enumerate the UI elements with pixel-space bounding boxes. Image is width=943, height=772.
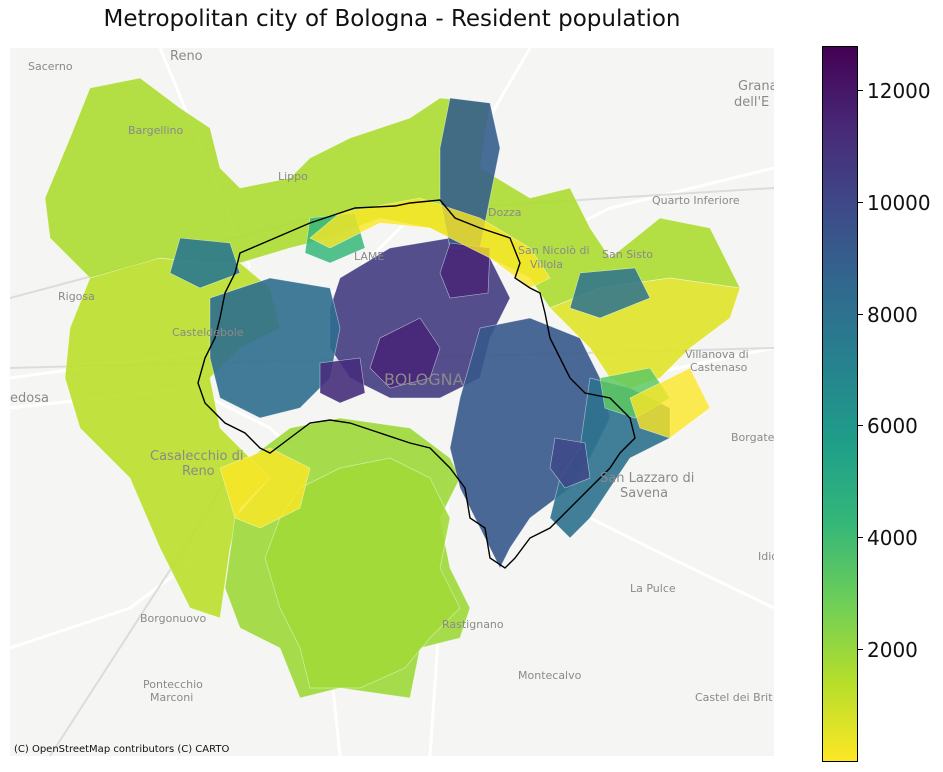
place-label: Dozza <box>488 206 522 219</box>
colorbar-tick-label: 4000 <box>867 526 918 551</box>
colorbar-tick-mark <box>858 201 863 203</box>
place-label: Borgate <box>731 431 774 444</box>
map-canvas[interactable]: Sacerno Reno Grana dell'E Bargellino Lip… <box>10 48 774 756</box>
colorbar-tick: 2000 <box>858 640 938 660</box>
place-label: Reno <box>182 464 215 479</box>
place-label: Sacerno <box>28 60 73 73</box>
colorbar-tick-label: 10000 <box>867 190 931 215</box>
place-label: Villola <box>530 258 563 271</box>
zone-south-hills[interactable] <box>264 457 461 689</box>
place-label: Casteldebole <box>172 326 244 339</box>
map-attribution: (C) OpenStreetMap contributors (C) CARTO <box>14 744 230 755</box>
zone-west-inner[interactable] <box>209 277 341 419</box>
place-label: dell'E <box>734 95 769 110</box>
place-label: Castel dei Brit <box>695 691 773 704</box>
colorbar-tick-label: 6000 <box>867 414 918 439</box>
colorbar-tick: 8000 <box>858 305 938 325</box>
colorbar-tick-mark <box>858 537 863 539</box>
place-label: San Sisto <box>602 248 653 261</box>
patch-dark-west <box>319 357 366 404</box>
place-label: Castenaso <box>690 361 748 374</box>
colorbar-tick-mark <box>858 89 863 91</box>
place-label: Borgonuovo <box>140 612 207 625</box>
place-label: Lippo <box>278 170 308 183</box>
patch-teal-nw <box>169 237 241 289</box>
colorbar-tick-mark <box>858 649 863 651</box>
place-label: Grana <box>738 79 774 94</box>
place-label: LAME <box>354 250 384 263</box>
colorbar <box>822 46 858 762</box>
place-label: edosa <box>10 391 49 406</box>
bologna-boundary <box>197 199 636 569</box>
colorbar-tick-mark <box>858 425 863 427</box>
colorbar-tick: 6000 <box>858 416 938 436</box>
zone-centre-east[interactable] <box>449 317 611 569</box>
patch-yellow-south <box>219 447 311 529</box>
place-label: Montecalvo <box>518 669 582 682</box>
place-label: Quarto Inferiore <box>652 194 740 207</box>
patch-yellow-ring <box>309 197 551 289</box>
place-label: Villanova di <box>685 348 749 361</box>
colorbar-tick: 4000 <box>858 528 938 548</box>
colorbar-tick-mark <box>858 313 863 315</box>
patch-dark-centre <box>369 317 441 389</box>
place-label: Rigosa <box>58 290 95 303</box>
place-label: La Pulce <box>630 582 676 595</box>
patch-teal-ne <box>569 267 651 319</box>
place-label: Rastignano <box>442 618 504 631</box>
place-label: Reno <box>170 49 203 64</box>
place-label: San Nicolò di <box>518 244 590 257</box>
patch-yellow-east <box>629 367 711 439</box>
place-label: BOLOGNA <box>384 370 464 389</box>
place-labels: Sacerno Reno Grana dell'E Bargellino Lip… <box>10 49 774 704</box>
map-title: Metropolitan city of Bologna - Resident … <box>103 6 681 32</box>
place-label: Idic <box>758 550 774 563</box>
place-label: Savena <box>620 486 668 501</box>
patch-dark-east <box>549 437 591 489</box>
place-label: San Lazzaro di <box>600 471 694 486</box>
colorbar-tick-label: 2000 <box>867 638 918 663</box>
place-label: Casalecchio di <box>150 449 244 464</box>
place-label: Marconi <box>150 691 193 704</box>
colorbar-tick: 12000 <box>858 81 938 101</box>
place-label: Bargellino <box>128 124 184 137</box>
colorbar-tick: 10000 <box>858 193 938 213</box>
colorbar-tick-label: 8000 <box>867 302 918 327</box>
colorbar-tick-label: 12000 <box>867 78 931 103</box>
place-label: Pontecchio <box>143 678 203 691</box>
